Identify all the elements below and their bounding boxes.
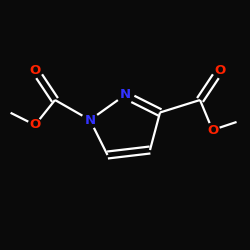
Text: O: O — [30, 64, 40, 76]
Text: O: O — [30, 118, 40, 132]
Text: N: N — [120, 88, 130, 102]
Text: N: N — [84, 114, 96, 126]
Text: O: O — [214, 64, 226, 76]
Text: O: O — [207, 124, 218, 136]
